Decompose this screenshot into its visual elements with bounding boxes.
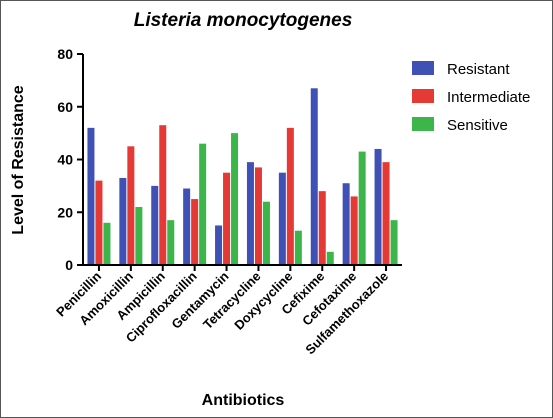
chart-title: Listeria monocytogenes — [134, 10, 353, 31]
bar-intermediate-penicillin — [95, 180, 103, 264]
bar-resistant-gentamycin — [215, 225, 223, 264]
y-tick-label: 20 — [57, 204, 73, 220]
bar-sensitive-sulfamethoxazole — [390, 220, 398, 264]
bar-resistant-ciprofloxacillin — [183, 188, 191, 264]
bar-intermediate-doxycycline — [286, 127, 294, 264]
bar-intermediate-cefixime — [318, 191, 326, 264]
bar-sensitive-amoxicillin — [135, 206, 143, 264]
bar-resistant-sulfamethoxazole — [374, 148, 382, 264]
bar-intermediate-sulfamethoxazole — [382, 162, 390, 264]
bar-sensitive-cefotaxime — [358, 151, 366, 264]
legend-label-sensitive: Sensitive — [447, 117, 508, 134]
bar-sensitive-doxycycline — [294, 230, 302, 264]
bar-intermediate-gentamycin — [223, 172, 231, 264]
bar-intermediate-tetracycline — [254, 167, 262, 264]
bar-intermediate-ampicillin — [159, 125, 167, 265]
y-axis-title: Level of Resistance — [10, 85, 27, 235]
bar-sensitive-penicillin — [103, 222, 111, 264]
bar-intermediate-ciprofloxacillin — [191, 199, 199, 264]
bar-sensitive-tetracycline — [262, 201, 270, 264]
bar-resistant-penicillin — [87, 127, 95, 264]
bars — [87, 88, 398, 265]
y-tick-label: 0 — [65, 257, 73, 273]
y-tick-label: 60 — [57, 99, 73, 115]
legend-label-intermediate: Intermediate — [447, 89, 530, 106]
y-tick-label: 40 — [57, 152, 73, 168]
legend-swatch-sensitive — [412, 117, 434, 131]
bar-resistant-cefotaxime — [342, 183, 350, 264]
y-tick-label: 80 — [57, 46, 73, 62]
legend-label-resistant: Resistant — [447, 61, 510, 78]
bar-sensitive-gentamycin — [231, 133, 239, 264]
bar-sensitive-ciprofloxacillin — [199, 143, 207, 264]
legend-swatch-intermediate — [412, 89, 434, 103]
bar-resistant-doxycycline — [278, 172, 286, 264]
bar-resistant-amoxicillin — [119, 177, 127, 264]
legend: Resistant Intermediate Sensitive — [412, 61, 530, 134]
bar-intermediate-amoxicillin — [127, 146, 135, 264]
bar-resistant-ampicillin — [151, 185, 159, 264]
bar-sensitive-cefixime — [326, 251, 334, 264]
bar-resistant-cefixime — [310, 88, 318, 264]
legend-swatch-resistant — [412, 61, 434, 75]
bar-intermediate-cefotaxime — [350, 196, 358, 264]
bar-resistant-tetracycline — [246, 162, 254, 264]
x-axis-title: Antibiotics — [202, 392, 285, 409]
bar-sensitive-ampicillin — [167, 220, 175, 264]
